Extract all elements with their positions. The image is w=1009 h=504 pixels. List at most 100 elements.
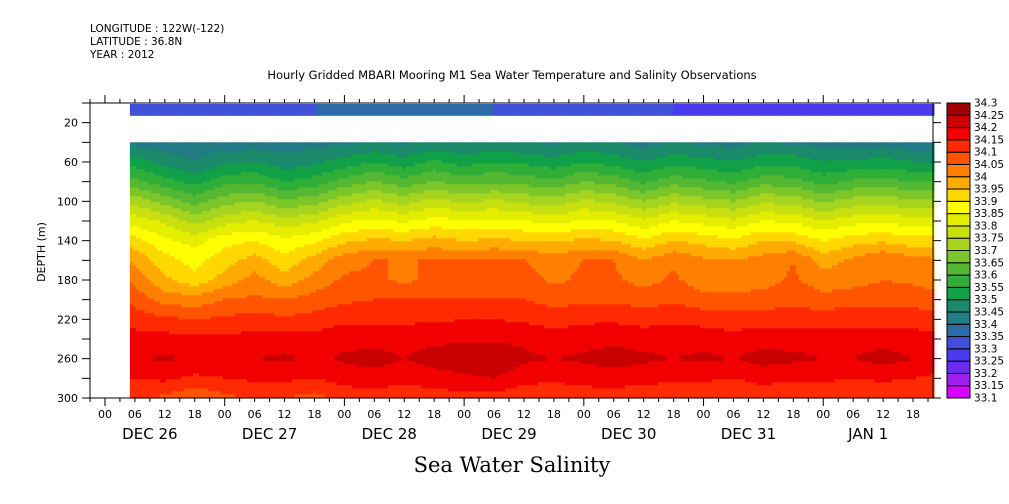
salinity-cell — [162, 187, 167, 191]
salinity-cell — [207, 385, 212, 389]
salinity-cell — [150, 187, 155, 191]
salinity-cell — [243, 304, 248, 308]
salinity-cell — [204, 289, 209, 293]
salinity-cell — [231, 244, 236, 248]
salinity-cell — [207, 352, 212, 356]
salinity-cell — [252, 391, 257, 395]
salinity-cell — [258, 145, 263, 149]
salinity-cell — [228, 304, 233, 308]
salinity-cell — [240, 274, 245, 278]
salinity-cell — [207, 235, 212, 239]
salinity-cell — [156, 313, 161, 317]
salinity-cell — [261, 196, 266, 200]
salinity-cell — [216, 301, 221, 305]
salinity-cell — [159, 322, 164, 326]
salinity-cell — [237, 316, 242, 320]
salinity-cell — [180, 343, 185, 347]
salinity-cell — [207, 364, 212, 368]
salinity-cell — [174, 184, 179, 188]
salinity-cell — [234, 235, 239, 239]
salinity-cell — [132, 307, 137, 311]
salinity-cell — [168, 340, 173, 344]
salinity-cell — [153, 295, 158, 299]
salinity-cell — [156, 355, 161, 359]
salinity-cell — [225, 334, 230, 338]
salinity-cell — [174, 331, 179, 335]
salinity-cell — [264, 334, 269, 338]
salinity-cell — [162, 169, 167, 173]
salinity-cell — [168, 280, 173, 284]
salinity-cell — [243, 172, 248, 176]
salinity-cell — [195, 241, 200, 245]
salinity-cell — [249, 295, 254, 299]
salinity-cell — [132, 199, 137, 203]
salinity-cell — [135, 385, 140, 389]
salinity-cell — [168, 187, 173, 191]
salinity-cell — [264, 289, 269, 293]
salinity-cell — [192, 310, 197, 314]
salinity-cell — [255, 244, 260, 248]
salinity-cell — [141, 175, 146, 179]
salinity-cell — [183, 319, 188, 323]
salinity-cell — [237, 247, 242, 251]
salinity-cell — [177, 385, 182, 389]
salinity-cell — [150, 214, 155, 218]
salinity-cell — [252, 184, 257, 188]
salinity-cell — [213, 385, 218, 389]
salinity-cell — [258, 151, 263, 155]
salinity-cell — [246, 370, 251, 374]
salinity-cell — [234, 259, 239, 263]
salinity-cell — [258, 184, 263, 188]
salinity-cell — [195, 307, 200, 311]
salinity-cell — [240, 244, 245, 248]
salinity-cell — [183, 379, 188, 383]
salinity-cell — [180, 340, 185, 344]
salinity-cell — [132, 169, 137, 173]
salinity-cell — [198, 199, 203, 203]
salinity-cell — [219, 274, 224, 278]
salinity-cell — [231, 211, 236, 215]
salinity-cell — [156, 190, 161, 194]
salinity-cell — [249, 253, 254, 257]
salinity-cell — [210, 277, 215, 281]
salinity-cell — [129, 205, 134, 209]
salinity-cell — [261, 145, 266, 149]
salinity-cell — [165, 289, 170, 293]
salinity-cell — [180, 355, 185, 359]
salinity-cell — [147, 274, 152, 278]
salinity-cell — [204, 304, 209, 308]
salinity-cell — [240, 142, 245, 146]
salinity-cell — [240, 373, 245, 377]
salinity-cell — [150, 181, 155, 185]
salinity-cell — [189, 307, 194, 311]
salinity-cell — [216, 304, 221, 308]
salinity-cell — [246, 313, 251, 317]
salinity-cell — [219, 229, 224, 233]
salinity-cell — [267, 247, 272, 251]
salinity-cell — [168, 232, 173, 236]
salinity-cell — [189, 160, 194, 164]
salinity-cell — [240, 202, 245, 206]
salinity-cell — [201, 184, 206, 188]
salinity-cell — [255, 391, 260, 395]
salinity-cell — [177, 283, 182, 287]
salinity-cell — [135, 286, 140, 290]
salinity-cell — [255, 352, 260, 356]
salinity-cell — [198, 169, 203, 173]
salinity-cell — [231, 220, 236, 224]
salinity-cell — [222, 343, 227, 347]
salinity-cell — [177, 217, 182, 221]
salinity-cell — [261, 307, 266, 311]
salinity-cell — [192, 181, 197, 185]
salinity-cell — [171, 145, 176, 149]
salinity-cell — [135, 319, 140, 323]
salinity-cell — [132, 301, 137, 305]
salinity-cell — [261, 304, 266, 308]
salinity-cell — [138, 244, 143, 248]
salinity-cell — [264, 148, 269, 152]
salinity-cell — [207, 265, 212, 269]
salinity-cell — [165, 349, 170, 353]
salinity-cell — [129, 175, 134, 179]
salinity-cell — [168, 334, 173, 338]
salinity-cell — [180, 241, 185, 245]
